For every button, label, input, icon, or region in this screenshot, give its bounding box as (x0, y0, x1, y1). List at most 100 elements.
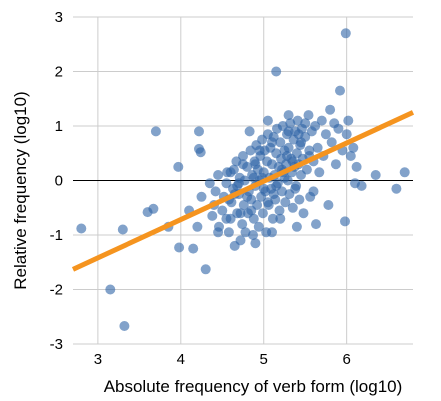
data-point (343, 115, 354, 126)
data-point (287, 202, 298, 213)
data-point (213, 227, 224, 238)
tick-labels: 3 4 5 6 -3 -2 -1 0 1 2 3 (50, 9, 351, 368)
data-point (188, 243, 199, 254)
data-point (150, 126, 161, 137)
data-point (296, 137, 306, 148)
data-point (341, 129, 352, 140)
data-point (240, 227, 251, 238)
data-point (192, 221, 203, 232)
data-point (370, 170, 381, 180)
x-tick-label: 5 (260, 351, 268, 368)
data-point (250, 238, 261, 249)
data-point (248, 213, 259, 224)
data-point (217, 205, 228, 216)
data-point (235, 208, 246, 219)
data-point (248, 230, 258, 240)
x-tick-label: 4 (177, 351, 185, 368)
y-tick-label: -1 (50, 227, 63, 244)
data-point (204, 178, 215, 189)
data-point (235, 235, 246, 246)
data-point (174, 242, 185, 253)
data-point (274, 205, 285, 216)
data-point (298, 208, 309, 219)
x-tick-label: 3 (94, 351, 102, 368)
data-point (253, 221, 264, 232)
data-point (200, 264, 211, 275)
data-point (320, 129, 331, 140)
data-point (323, 200, 334, 210)
data-point (335, 85, 345, 96)
data-point (225, 167, 236, 178)
data-points (76, 28, 410, 331)
data-point (223, 227, 234, 238)
data-point (308, 186, 319, 197)
x-axis-label: Absolute frequency of verb form (log10) (104, 377, 403, 396)
data-point (311, 219, 321, 230)
data-point (105, 284, 116, 295)
data-point (275, 213, 286, 224)
data-point (282, 151, 292, 161)
data-point (194, 126, 204, 137)
data-point (356, 180, 367, 191)
data-point (351, 161, 362, 172)
data-point (210, 186, 221, 197)
data-point (196, 191, 207, 202)
data-point (267, 137, 277, 148)
y-tick-label: -2 (50, 282, 63, 299)
data-point (283, 142, 294, 153)
data-point (303, 110, 314, 121)
data-point (262, 115, 273, 126)
data-point (195, 147, 206, 158)
data-point (238, 200, 249, 210)
data-point (207, 210, 218, 221)
data-point (399, 167, 410, 178)
data-point (271, 180, 282, 191)
data-point (238, 159, 248, 170)
data-point (348, 142, 359, 153)
data-point (333, 123, 344, 134)
data-point (290, 183, 301, 194)
data-point (148, 203, 159, 214)
data-point (258, 183, 269, 194)
data-point (221, 178, 232, 189)
x-tick-label: 6 (342, 351, 350, 368)
data-point (283, 126, 294, 137)
data-point (301, 164, 312, 175)
data-point (330, 159, 341, 170)
data-point (232, 180, 243, 191)
data-point (237, 219, 248, 230)
data-point (244, 126, 255, 137)
data-point (293, 129, 304, 140)
data-point (119, 321, 130, 331)
y-tick-label: 3 (55, 9, 63, 26)
data-point (275, 137, 286, 148)
y-tick-label: 0 (55, 173, 63, 190)
data-point (238, 151, 248, 161)
data-point (267, 227, 277, 238)
y-tick-label: 2 (55, 64, 63, 81)
data-point (316, 115, 327, 126)
data-point (76, 223, 87, 234)
grid-lines (73, 16, 413, 345)
data-point (262, 197, 273, 208)
data-point (246, 205, 257, 216)
data-point (326, 137, 337, 148)
data-point (268, 189, 279, 200)
data-point (340, 216, 350, 227)
data-point (283, 110, 294, 121)
data-point (340, 28, 351, 39)
data-point (280, 197, 291, 208)
data-point (173, 161, 184, 172)
data-point (314, 167, 325, 178)
data-point (294, 194, 305, 205)
data-point (250, 159, 261, 170)
data-point (267, 213, 278, 224)
data-point (117, 224, 128, 235)
data-point (248, 172, 259, 183)
data-point (221, 213, 232, 224)
data-point (391, 183, 402, 194)
data-point (242, 191, 253, 202)
data-point (310, 121, 321, 131)
data-point (312, 142, 323, 153)
